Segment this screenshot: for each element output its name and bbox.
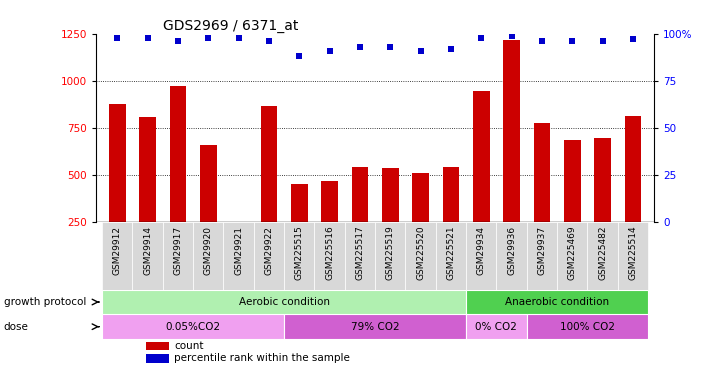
Text: GSM29922: GSM29922	[264, 226, 274, 274]
Bar	[503, 40, 520, 222]
Text: count: count	[174, 341, 203, 351]
Text: 100% CO2: 100% CO2	[560, 322, 615, 332]
Text: percentile rank within the sample: percentile rank within the sample	[174, 353, 350, 363]
Bar	[466, 222, 496, 290]
Point	[627, 36, 638, 42]
Bar	[436, 222, 466, 290]
Text: GSM29920: GSM29920	[204, 226, 213, 275]
Point	[172, 38, 183, 44]
Text: GSM225515: GSM225515	[295, 226, 304, 280]
Text: GSM225482: GSM225482	[598, 226, 607, 280]
Point	[354, 44, 365, 50]
Bar	[102, 290, 466, 314]
Point	[385, 44, 396, 50]
Text: dose: dose	[4, 322, 28, 332]
Bar	[314, 222, 345, 290]
Point	[567, 38, 578, 44]
Point	[445, 46, 456, 52]
Bar	[223, 222, 254, 290]
Text: GSM29937: GSM29937	[538, 226, 546, 275]
Text: GSM29914: GSM29914	[143, 226, 152, 275]
Text: GSM225514: GSM225514	[629, 226, 637, 280]
Bar	[624, 116, 641, 222]
Text: GSM225520: GSM225520	[416, 226, 425, 280]
Bar	[527, 314, 648, 339]
Text: GSM29934: GSM29934	[476, 226, 486, 275]
Bar	[139, 117, 156, 222]
Text: GSM225516: GSM225516	[325, 226, 334, 280]
Bar	[146, 354, 169, 363]
Bar	[254, 222, 284, 290]
Point	[597, 38, 608, 44]
Text: 79% CO2: 79% CO2	[351, 322, 400, 332]
Bar	[442, 167, 459, 222]
Point	[415, 48, 426, 54]
Bar	[557, 222, 587, 290]
Bar	[200, 145, 217, 222]
Bar	[291, 184, 308, 222]
Text: GDS2969 / 6371_at: GDS2969 / 6371_at	[163, 19, 299, 33]
Bar	[321, 181, 338, 222]
Text: GSM225517: GSM225517	[356, 226, 364, 280]
Bar	[260, 106, 277, 222]
Bar	[102, 222, 132, 290]
Bar	[466, 314, 527, 339]
Text: GSM225469: GSM225469	[567, 226, 577, 280]
Point	[142, 34, 154, 40]
Text: GSM29936: GSM29936	[507, 226, 516, 275]
Bar	[102, 314, 284, 339]
Bar	[587, 222, 618, 290]
Bar	[564, 140, 581, 222]
Bar	[533, 123, 550, 222]
Bar	[473, 91, 490, 222]
Point	[263, 38, 274, 44]
Point	[506, 33, 517, 39]
Text: 0% CO2: 0% CO2	[476, 322, 518, 332]
Bar	[351, 167, 368, 222]
Text: GSM225519: GSM225519	[386, 226, 395, 280]
Point	[233, 34, 245, 40]
Bar	[163, 222, 193, 290]
Bar	[412, 173, 429, 222]
Bar	[132, 222, 163, 290]
Point	[112, 34, 123, 40]
Point	[476, 34, 487, 40]
Bar	[618, 222, 648, 290]
Text: GSM225521: GSM225521	[447, 226, 455, 280]
Point	[294, 53, 305, 59]
Bar	[284, 314, 466, 339]
Text: GSM29917: GSM29917	[173, 226, 183, 275]
Bar	[375, 222, 405, 290]
Text: 0.05%CO2: 0.05%CO2	[166, 322, 220, 332]
Text: Anaerobic condition: Anaerobic condition	[505, 297, 609, 307]
Text: GSM29921: GSM29921	[234, 226, 243, 275]
Bar	[146, 342, 169, 350]
Bar	[382, 168, 399, 222]
Bar	[594, 138, 611, 222]
Bar	[193, 222, 223, 290]
Bar	[284, 222, 314, 290]
Bar	[169, 86, 186, 222]
Bar	[527, 222, 557, 290]
Bar	[345, 222, 375, 290]
Text: GSM29912: GSM29912	[113, 226, 122, 275]
Bar	[496, 222, 527, 290]
Point	[536, 38, 547, 44]
Point	[203, 34, 214, 40]
Text: Aerobic condition: Aerobic condition	[239, 297, 330, 307]
Bar	[405, 222, 436, 290]
Point	[324, 48, 336, 54]
Text: growth protocol: growth protocol	[4, 297, 86, 307]
Bar	[109, 105, 126, 222]
Bar	[466, 290, 648, 314]
